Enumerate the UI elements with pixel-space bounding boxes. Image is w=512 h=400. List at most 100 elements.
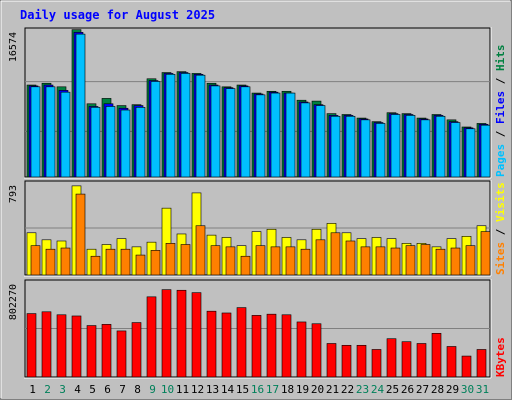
bar-pages-day-20 xyxy=(315,105,326,178)
bar-kbytes-day-11 xyxy=(176,289,187,378)
bar-pages-day-8 xyxy=(135,107,146,178)
bar-kbytes-day-29 xyxy=(446,346,457,378)
day-label: 25 xyxy=(386,383,399,396)
bar-pages-day-29 xyxy=(450,122,461,178)
bar-pages-day-15 xyxy=(240,86,251,178)
bar-pages-day-1 xyxy=(30,86,41,178)
day-label: 30 xyxy=(461,383,474,396)
day-label: 27 xyxy=(416,383,429,396)
bar-sites-day-8 xyxy=(135,254,146,276)
bar-sites-day-17 xyxy=(270,246,281,276)
bar-pages-day-31 xyxy=(480,124,491,178)
bar-pages-day-25 xyxy=(390,114,401,178)
bar-pages-day-18 xyxy=(285,92,296,178)
day-label: 3 xyxy=(59,383,66,396)
bar-sites-day-25 xyxy=(390,247,401,276)
day-label: 29 xyxy=(446,383,459,396)
legend-files: Files xyxy=(494,91,507,124)
bar-kbytes-day-21 xyxy=(326,343,337,378)
bar-kbytes-day-16 xyxy=(251,315,262,378)
bar-sites-day-21 xyxy=(330,232,341,276)
day-label: 6 xyxy=(104,383,111,396)
bar-kbytes-day-12 xyxy=(191,292,202,378)
bar-pages-day-27 xyxy=(420,119,431,178)
bar-kbytes-day-2 xyxy=(41,311,52,378)
bar-pages-day-30 xyxy=(465,128,476,178)
bar-sites-day-7 xyxy=(120,248,131,276)
side-legend: Pages / Files / Hits xyxy=(494,45,507,178)
day-label: 19 xyxy=(296,383,309,396)
legend-visits: Visits xyxy=(494,182,507,222)
day-label: 10 xyxy=(161,383,174,396)
bar-pages-day-5 xyxy=(90,107,101,178)
bar-sites-day-6 xyxy=(105,248,116,276)
bar-kbytes-day-14 xyxy=(221,312,232,378)
panel-3: 802270 KBytes xyxy=(8,279,507,379)
bar-sites-day-3 xyxy=(60,247,71,276)
day-label: 17 xyxy=(266,383,279,396)
y-max-label: 16574 xyxy=(8,32,19,62)
day-label: 5 xyxy=(89,383,96,396)
legend-separator: / xyxy=(494,71,507,91)
bar-pages-day-16 xyxy=(255,94,266,178)
legend-pages: Pages xyxy=(494,144,507,177)
day-label: 23 xyxy=(356,383,369,396)
day-label: 12 xyxy=(191,383,204,396)
day-label: 21 xyxy=(326,383,339,396)
day-label: 2 xyxy=(44,383,51,396)
bar-kbytes-day-26 xyxy=(401,341,412,378)
day-label: 31 xyxy=(476,383,489,396)
day-label: 20 xyxy=(311,383,324,396)
y-max-label: 802270 xyxy=(8,284,19,320)
y-max-label: 793 xyxy=(8,185,19,203)
bar-kbytes-day-23 xyxy=(356,344,367,378)
bar-pages-day-14 xyxy=(225,88,236,178)
bar-pages-day-6 xyxy=(105,106,116,178)
legend-hits: Hits xyxy=(494,45,507,72)
bar-sites-day-13 xyxy=(210,245,221,276)
legend-sites: Sites xyxy=(494,242,507,275)
bar-sites-day-30 xyxy=(465,245,476,276)
bar-sites-day-26 xyxy=(405,245,416,276)
day-axis: 1 2 3 4 5 6 7 8 9 10 11 12 13 14 15 16 17 18 19 20 21 22 23 24 2… xyxy=(29,383,489,396)
bar-pages-day-2 xyxy=(45,86,56,178)
bar-kbytes-day-10 xyxy=(161,289,172,378)
bar-pages-day-17 xyxy=(270,92,281,178)
bar-sites-day-14 xyxy=(225,246,236,276)
bar-sites-day-18 xyxy=(285,246,296,276)
day-label: 4 xyxy=(74,383,81,396)
day-label: 18 xyxy=(281,383,294,396)
bar-pages-day-21 xyxy=(330,115,341,178)
day-label: 7 xyxy=(119,383,126,396)
bar-pages-day-13 xyxy=(210,85,221,178)
day-label: 13 xyxy=(206,383,219,396)
bar-kbytes-day-1 xyxy=(26,313,37,378)
bar-kbytes-day-4 xyxy=(71,315,82,378)
bar-kbytes-day-31 xyxy=(476,349,487,378)
bar-kbytes-day-5 xyxy=(86,325,97,378)
bar-sites-day-24 xyxy=(375,246,386,276)
bar-sites-day-12 xyxy=(195,225,206,276)
day-label: 11 xyxy=(176,383,189,396)
bar-sites-day-22 xyxy=(345,240,356,276)
bar-pages-day-26 xyxy=(405,115,416,178)
bar-pages-day-10 xyxy=(165,74,176,178)
bar-pages-day-4 xyxy=(75,33,86,178)
bar-kbytes-day-13 xyxy=(206,310,217,378)
bar-pages-day-24 xyxy=(375,123,386,178)
bar-kbytes-day-15 xyxy=(236,307,247,378)
panel-1: 16574 Pages / Files / Hits xyxy=(8,27,507,179)
bar-kbytes-day-3 xyxy=(56,314,67,378)
bar-kbytes-day-19 xyxy=(296,321,307,378)
bar-sites-day-5 xyxy=(90,255,101,276)
legend-kbytes: KBytes xyxy=(494,337,507,377)
day-label: 15 xyxy=(236,383,249,396)
bar-sites-day-19 xyxy=(300,248,311,276)
bar-sites-day-20 xyxy=(315,239,326,276)
day-label: 8 xyxy=(134,383,141,396)
day-label: 9 xyxy=(149,383,156,396)
day-label: 14 xyxy=(221,383,235,396)
bar-sites-day-4 xyxy=(75,193,86,276)
bar-pages-day-3 xyxy=(60,91,71,178)
bar-sites-day-23 xyxy=(360,246,371,276)
